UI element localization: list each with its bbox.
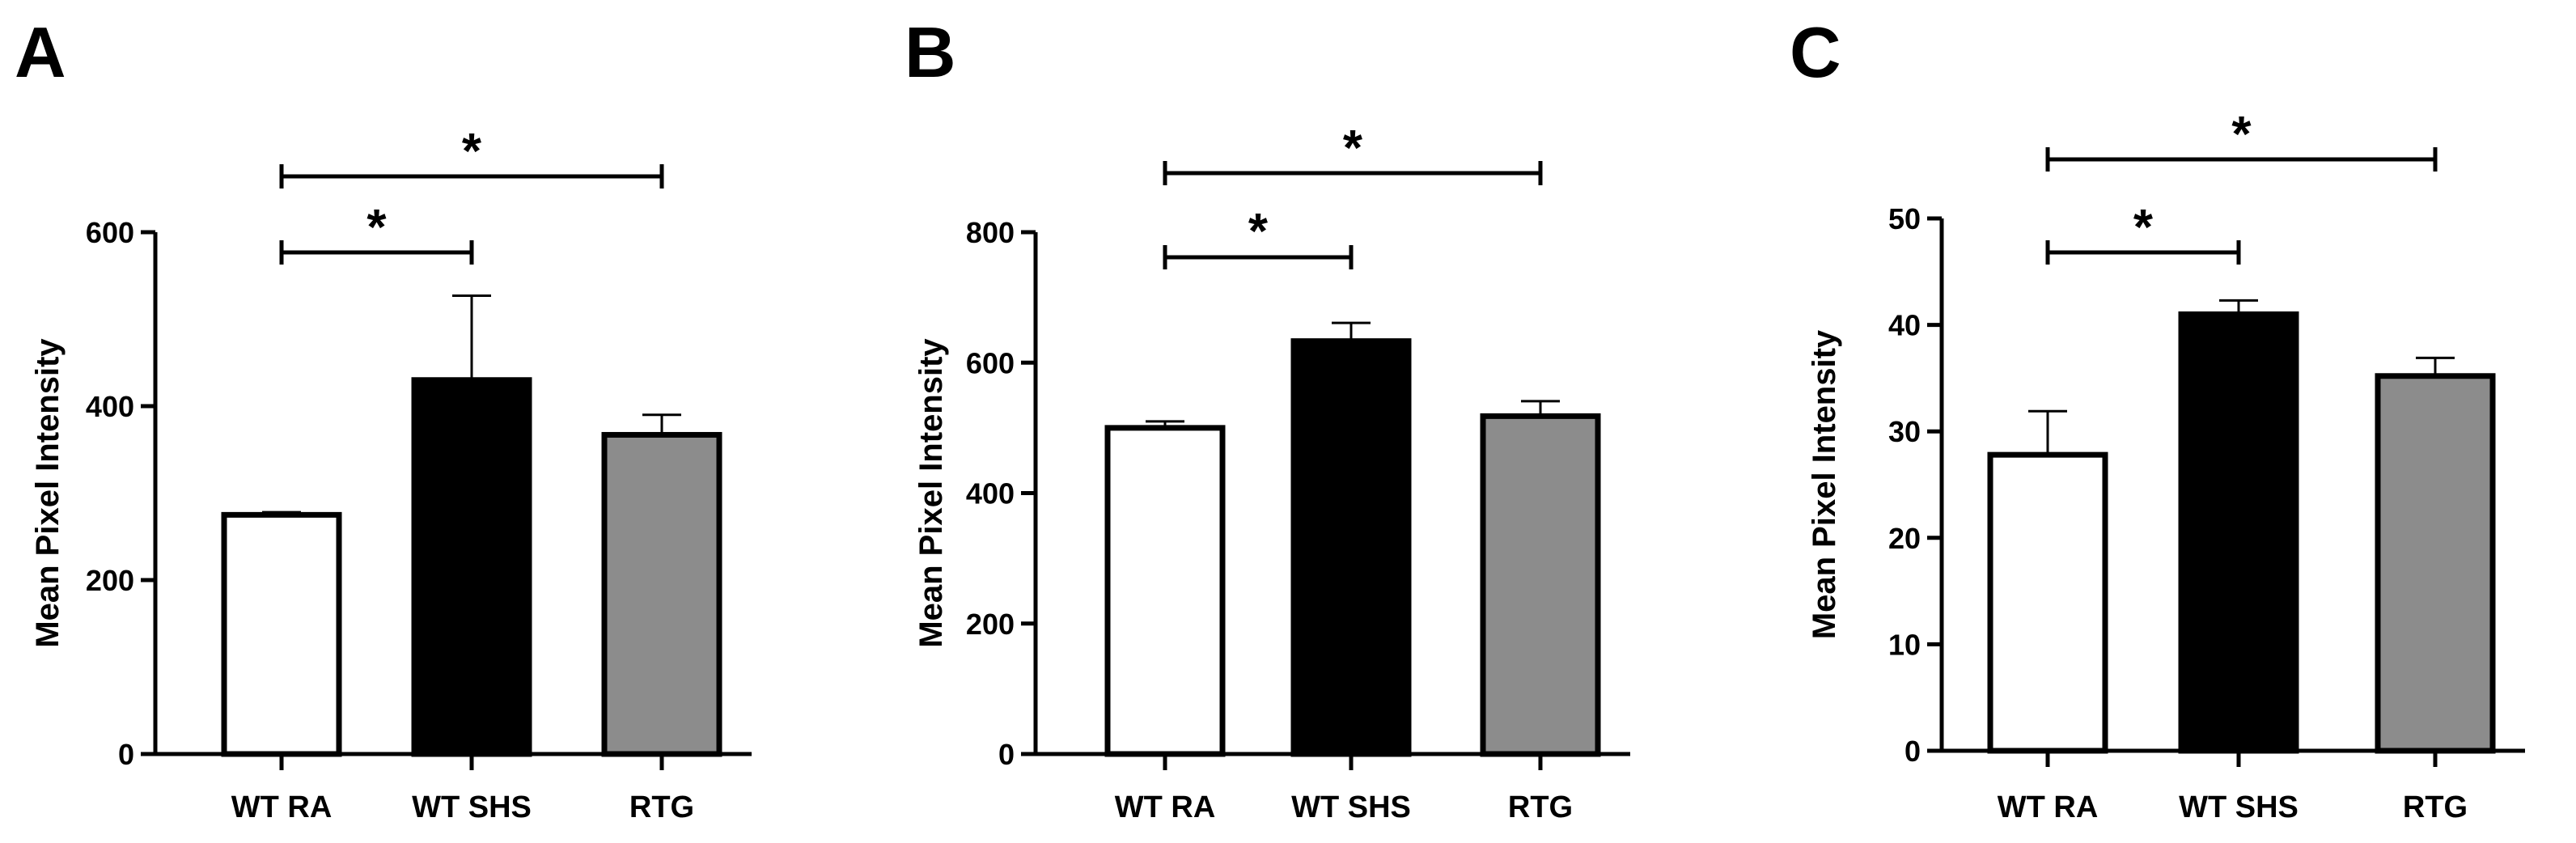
x-tick-label-wt-shs: WT SHS (1291, 790, 1411, 824)
bar-wt-shs (1290, 338, 1412, 757)
x-tick-label-wt-ra: WT RA (231, 790, 333, 824)
x-tick-label-wt-ra: WT RA (1115, 790, 1216, 824)
y-tick-label: 400 (86, 390, 134, 423)
panel-label: B (905, 12, 956, 92)
significance-star: * (1248, 204, 1269, 260)
panel-label: A (15, 12, 66, 92)
significance-star: * (2231, 107, 2252, 163)
significance-star: * (2133, 200, 2154, 256)
y-axis-label: Mean Pixel Intensity (1807, 329, 1842, 639)
x-tick-label-rtg: RTG (1508, 790, 1573, 824)
y-tick-label: 600 (966, 346, 1015, 379)
significance-star: * (366, 200, 387, 256)
bar-wt-ra (1104, 425, 1226, 757)
y-tick-label: 800 (966, 216, 1015, 249)
bar-wt-shs (411, 377, 532, 757)
y-tick-label: 200 (966, 608, 1015, 641)
panel-b: B Mean Pixel Intensity 0 200 400 600 800 WT RA W… (905, 12, 1630, 824)
bar-rtg (601, 431, 722, 757)
bar-wt-ra (1987, 451, 2108, 754)
y-tick-label: 200 (86, 564, 134, 597)
bar-rtg (2375, 373, 2496, 754)
x-tick-label-wt-shs: WT SHS (412, 790, 532, 824)
x-tick-label-rtg: RTG (2403, 790, 2468, 824)
bar-rtg (1480, 413, 1601, 757)
y-tick-label: 40 (1888, 309, 1921, 342)
y-tick-label: 0 (998, 738, 1015, 771)
y-tick-label: 0 (118, 738, 134, 771)
y-tick-label: 30 (1888, 415, 1921, 448)
panel-label: C (1790, 12, 1841, 92)
x-tick-label-wt-ra: WT RA (1998, 790, 2099, 824)
y-tick-label: 10 (1888, 628, 1921, 661)
y-tick-label: 0 (1904, 735, 1921, 768)
significance-star: * (1343, 121, 1363, 176)
bar-wt-shs (2178, 311, 2299, 754)
x-tick-label-wt-shs: WT SHS (2179, 790, 2298, 824)
y-tick-label: 20 (1888, 522, 1921, 555)
y-axis-label: Mean Pixel Intensity (30, 338, 66, 648)
panel-c: C Mean Pixel Intensity 0 10 20 30 40 50 WT RA WT … (1790, 12, 2525, 824)
y-tick-label: 600 (86, 216, 134, 249)
y-axis-label: Mean Pixel Intensity (913, 338, 949, 648)
significance-star: * (462, 124, 482, 180)
panel-a: A Mean Pixel Intensity 0 200 400 600 WT RA WT S… (15, 12, 752, 824)
bar-wt-ra (221, 511, 342, 757)
y-tick-label: 50 (1888, 202, 1921, 235)
x-tick-label-rtg: RTG (629, 790, 694, 824)
y-tick-label: 400 (966, 477, 1015, 510)
